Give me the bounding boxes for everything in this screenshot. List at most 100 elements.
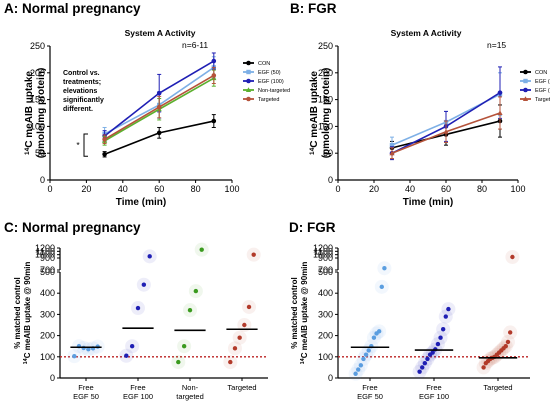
note-line: treatments; bbox=[63, 79, 101, 86]
legend: CON EGF (50) EGF (100) Targeted bbox=[520, 69, 550, 103]
x-tick-label: 80 bbox=[191, 184, 201, 194]
y-tick-label: 1200 bbox=[313, 243, 333, 253]
y-axis-label-2: (pmole/mg protein) bbox=[36, 68, 47, 159]
legend-marker bbox=[246, 78, 251, 84]
data-point bbox=[129, 344, 135, 349]
y-axis-label: % matched control bbox=[290, 277, 299, 349]
x-tick-label: 0 bbox=[335, 184, 340, 194]
data-point bbox=[382, 266, 387, 271]
y-axis-label-text: C meAIB uptake @ 90min bbox=[300, 261, 309, 358]
y-tick-label: 1100 bbox=[36, 246, 55, 256]
legend-marker bbox=[522, 96, 529, 101]
category-3: Targeted bbox=[223, 247, 261, 392]
y-tick-label: 0 bbox=[40, 175, 45, 185]
data-point bbox=[102, 136, 107, 142]
note-line: elevations bbox=[63, 88, 97, 95]
legend-marker bbox=[523, 87, 528, 93]
data-point bbox=[124, 353, 129, 358]
data-point bbox=[503, 344, 508, 349]
x-tick-label: 20 bbox=[81, 184, 91, 194]
data-point bbox=[356, 367, 361, 372]
y-tick-label: 500 bbox=[40, 267, 55, 277]
y-axis-label-2: (pmole/mg protein) bbox=[321, 68, 332, 159]
legend-label: EGF (50) bbox=[535, 79, 550, 85]
data-point bbox=[422, 360, 428, 366]
y-axis-label-sup: 14 bbox=[300, 357, 306, 364]
data-point bbox=[376, 329, 382, 334]
data-point bbox=[505, 339, 511, 345]
data-point bbox=[86, 346, 91, 352]
x-tick-label: 40 bbox=[118, 184, 128, 194]
data-point bbox=[211, 118, 217, 124]
y-tick-label: 100 bbox=[318, 121, 333, 131]
y-tick-label: 150 bbox=[30, 95, 45, 105]
x-tick-label: Non- bbox=[182, 383, 199, 392]
data-point bbox=[211, 73, 217, 78]
x-tick-label: targeted bbox=[176, 392, 204, 401]
chart-title: System A Activity bbox=[391, 28, 462, 38]
note-line: different. bbox=[63, 106, 93, 113]
x-tick-label: 20 bbox=[369, 184, 379, 194]
x-tick-label: 40 bbox=[405, 184, 415, 194]
y-tick-label: 1100 bbox=[314, 246, 333, 256]
data-point bbox=[443, 128, 449, 134]
data-point bbox=[389, 150, 395, 156]
data-point bbox=[446, 306, 451, 312]
data-point bbox=[358, 363, 364, 368]
data-point bbox=[481, 365, 486, 370]
panel-title: D: FGR bbox=[289, 220, 336, 235]
x-tick-label: Targeted bbox=[483, 383, 512, 392]
x-tick-label: Free bbox=[78, 383, 93, 392]
significance-bracket bbox=[83, 133, 88, 157]
data-point bbox=[443, 314, 448, 319]
data-point bbox=[440, 327, 446, 332]
x-tick-label: Targeted bbox=[227, 383, 256, 392]
x-axis-label: Time (min) bbox=[403, 197, 453, 208]
x-tick-label: 80 bbox=[477, 184, 487, 194]
x-tick-label: EGF 100 bbox=[419, 392, 449, 401]
chart-title: System A Activity bbox=[125, 28, 196, 38]
data-point bbox=[379, 284, 384, 290]
annotation: n=6-11 bbox=[182, 40, 208, 50]
y-tick-label: 900 bbox=[40, 253, 55, 263]
y-tick-label: 250 bbox=[30, 41, 45, 51]
panel-title: C: Normal pregnancy bbox=[4, 220, 141, 235]
category-2: Targeted bbox=[476, 250, 520, 392]
data-point bbox=[371, 335, 377, 340]
x-tick-label: 100 bbox=[510, 184, 525, 194]
x-tick-label: EGF 50 bbox=[357, 392, 383, 401]
legend-marker bbox=[523, 69, 528, 75]
y-axis-label-2: 14C meAIB uptake @ 90min bbox=[23, 261, 32, 364]
legend-marker bbox=[523, 78, 528, 84]
data-point bbox=[435, 341, 441, 347]
data-point bbox=[361, 356, 366, 362]
y-axis-label: 14C meAIB uptake bbox=[24, 71, 36, 155]
y-tick-label: 200 bbox=[318, 68, 333, 78]
data-point bbox=[497, 90, 503, 95]
x-axis-label: Time (min) bbox=[116, 197, 166, 208]
data-point bbox=[507, 330, 513, 335]
y-tick-label: 300 bbox=[40, 309, 55, 319]
x-tick-label: EGF 100 bbox=[123, 392, 153, 401]
data-point bbox=[353, 371, 358, 376]
y-tick-label: 400 bbox=[318, 288, 333, 298]
data-point bbox=[510, 254, 515, 260]
category-2: Non-targeted bbox=[171, 242, 209, 401]
data-point bbox=[187, 307, 193, 313]
y-tick-label: 100 bbox=[318, 352, 333, 362]
y-axis-label-text: C meAIB uptake @ 90min bbox=[23, 261, 32, 358]
x-tick-label: 60 bbox=[154, 184, 164, 194]
legend-label: CON bbox=[535, 70, 547, 76]
y-axis-label-2: 14C meAIB uptake @ 90min bbox=[300, 261, 309, 364]
y-axis-label: % matched control bbox=[13, 277, 22, 349]
legend-marker bbox=[246, 69, 251, 75]
note-line: significantly bbox=[63, 97, 104, 104]
legend-marker bbox=[245, 87, 252, 92]
note-line: Control vs. bbox=[63, 70, 100, 77]
legend-label: CON bbox=[258, 61, 270, 67]
data-point bbox=[497, 110, 503, 115]
